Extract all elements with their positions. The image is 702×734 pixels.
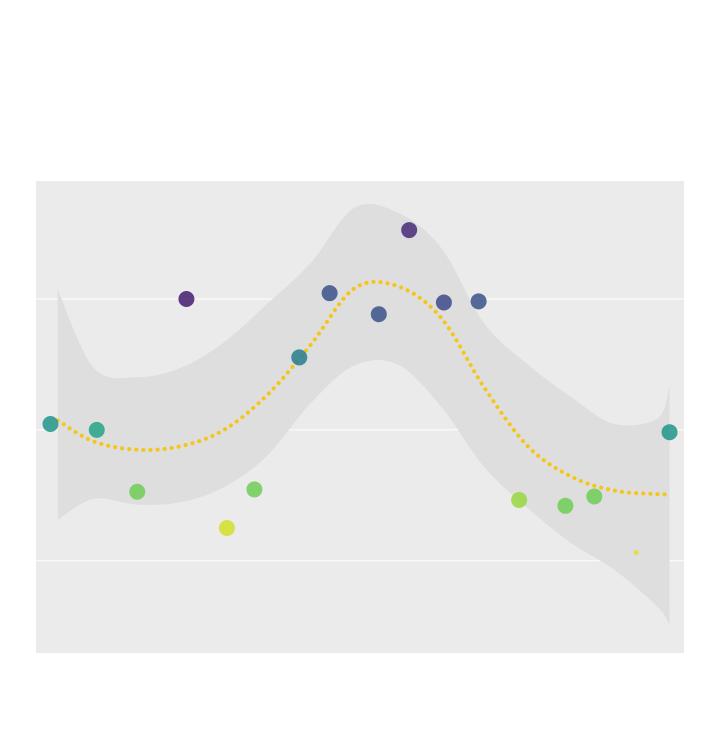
data-point-12 [511, 491, 528, 508]
data-point-14 [586, 488, 603, 505]
data-point-4 [218, 519, 235, 536]
data-point-1 [88, 421, 105, 438]
confidence-band [57, 203, 670, 625]
data-point-8 [370, 306, 387, 323]
data-point-0 [42, 416, 59, 433]
data-point-16 [661, 424, 678, 441]
data-point-2 [129, 483, 146, 500]
data-point-9 [401, 222, 418, 239]
data-point-13 [557, 497, 574, 514]
data-point-15 [633, 550, 639, 556]
data-points [42, 222, 678, 556]
data-point-7 [321, 285, 338, 302]
data-point-5 [246, 481, 263, 498]
data-point-6 [291, 349, 308, 366]
data-point-11 [470, 293, 487, 310]
trend-line [55, 279, 672, 497]
data-point-10 [435, 294, 452, 311]
data-point-3 [178, 291, 195, 307]
